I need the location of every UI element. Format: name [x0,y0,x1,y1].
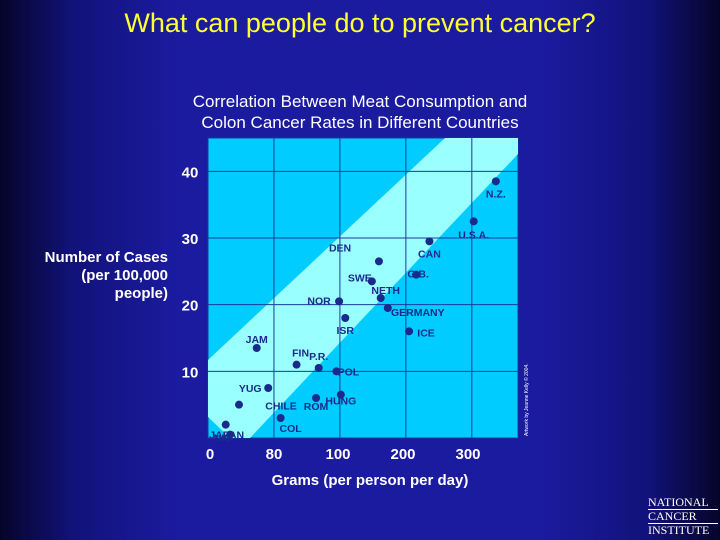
data-point-label: N.Z. [486,188,506,200]
x-tick-label: 100 [325,446,350,463]
data-point [341,314,350,322]
data-point [335,297,344,306]
x-tick-label: 0 [206,446,214,463]
nci-logo: NATIONAL CANCER INSTITUTE [648,496,718,537]
y-tick-label: 40 [182,164,199,181]
data-point-label: FIN [292,348,309,360]
data-point-label: JAM [246,334,268,346]
data-point [425,237,434,246]
y-axis-label-line-3: people) [114,285,168,302]
data-point [312,394,321,402]
data-point-label: DEN [329,242,351,254]
data-point-label: YUG [239,383,262,395]
chart-title: Correlation Between Meat Consumption and… [110,91,610,133]
data-point-label: NOR [307,295,331,307]
y-axis-label-line-1: Number of Cases [44,249,168,266]
logo-line-3: INSTITUTE [648,523,710,537]
data-point-label: NIG [214,433,233,445]
data-point [235,400,243,409]
data-point [264,384,273,392]
data-point-label: G.B. [407,269,429,281]
chart-title-line-1: Correlation Between Meat Consumption and [192,92,528,111]
data-point-label: CHILE [265,401,297,413]
trend-band [208,138,518,438]
data-point [367,277,376,286]
data-point [374,257,383,266]
data-point-label: HUNG [325,396,356,408]
data-point [412,270,421,279]
data-point [405,327,414,336]
data-point [221,420,230,429]
data-point-label: ROM [304,401,329,413]
data-point [383,304,392,312]
y-tick-label: 10 [182,364,199,381]
x-tick-label: 300 [455,446,480,463]
data-point-label: POL [338,366,360,378]
data-point [226,430,235,439]
x-tick-label: 200 [390,446,415,463]
y-axis-label-line-2: (per 100,000 [81,267,168,284]
slide-title: What can people do to prevent cancer? [124,8,596,38]
data-point-label: SWE [348,272,372,284]
data-point-label: ISR [337,325,355,337]
data-point-label: ICE [417,327,435,339]
x-axis-label: Grams (per person per day) [271,472,469,489]
logo-line-2: CANCER [648,510,718,524]
grid-lines [208,138,518,438]
data-point-label: GERMANY [391,307,445,319]
data-point [336,390,345,399]
data-point [314,364,323,372]
data-point [332,367,341,376]
data-point [376,294,385,302]
data-point-label: CAN [418,248,441,260]
data-point [491,177,500,186]
data-point [469,217,478,226]
data-point-label: NETH [371,285,400,297]
data-point [252,344,261,352]
y-tick-label: 30 [182,231,199,248]
data-points: N.Z. U.S.A. DEN CAN G.B. SWE NOR NETH GERMANY ICE… [209,177,506,445]
data-point-label: COL [280,423,303,435]
data-point-label: U.S.A. [458,229,489,241]
data-point-label: P.R. [309,351,328,363]
x-tick-label: 80 [266,446,283,463]
tick-labels: 10 20 30 40 0 80 100 200 300 [182,164,481,463]
chart-title-line-2: Colon Cancer Rates in Different Countrie… [201,113,519,132]
y-axis-label: Number of Cases (per 100,000 people) [0,249,168,303]
data-point [276,414,285,422]
y-tick-label: 20 [182,298,199,315]
artwork-credit: Artwork by Jeanne Kelly © 2004. [523,363,530,436]
data-point [292,360,301,369]
logo-line-1: NATIONAL [648,496,718,510]
